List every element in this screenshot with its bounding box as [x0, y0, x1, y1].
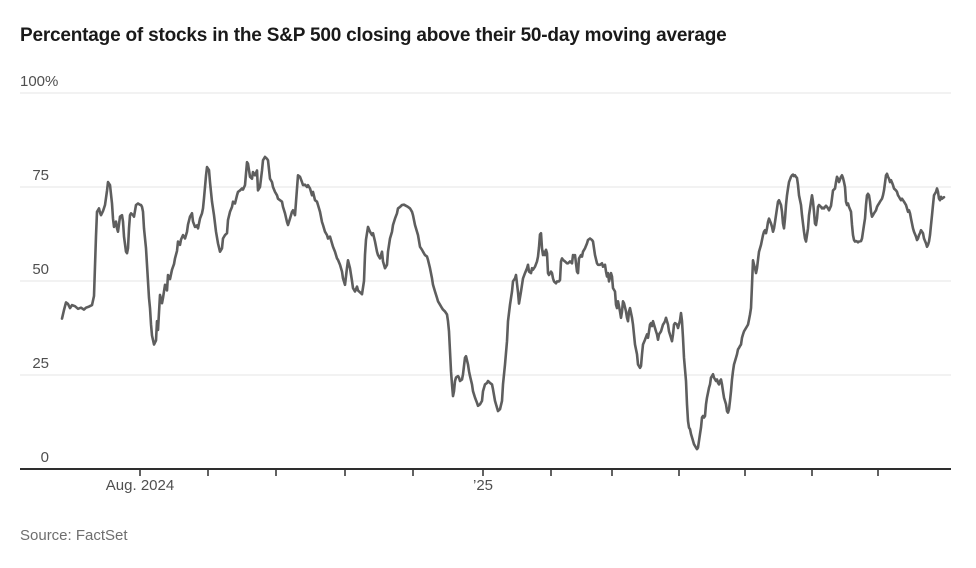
y-axis-label: 100%: [20, 73, 59, 90]
source-note: Source: FactSet: [20, 527, 128, 544]
y-axis-label: 25: [32, 355, 49, 372]
x-axis-label: Aug. 2024: [105, 477, 175, 494]
x-axis-label: ’25: [472, 477, 494, 494]
chart-title: Percentage of stocks in the S&P 500 clos…: [20, 25, 727, 46]
y-axis-label: 50: [32, 261, 49, 278]
data-line: [60, 155, 946, 451]
y-axis-label: 0: [40, 449, 49, 466]
y-axis-label: 75: [32, 167, 49, 184]
